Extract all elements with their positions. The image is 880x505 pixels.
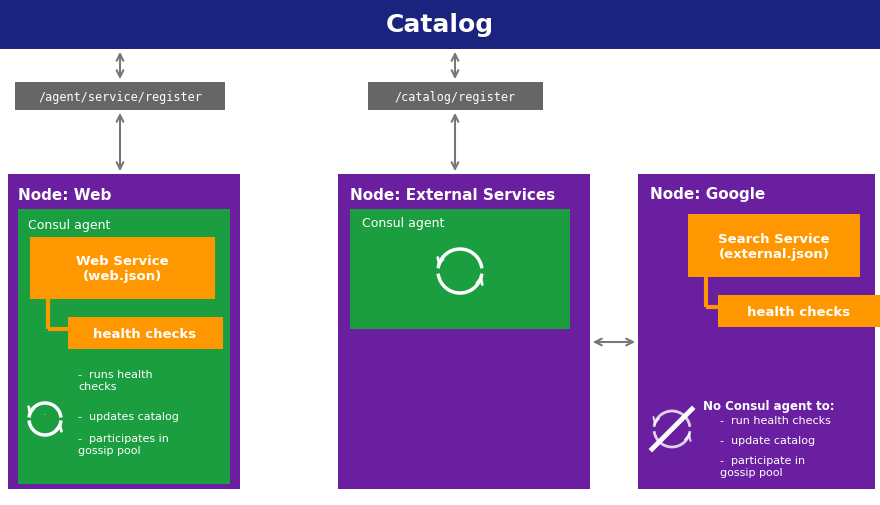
Text: Node: Web: Node: Web <box>18 187 112 202</box>
Bar <box>8 175 240 489</box>
Text: health checks: health checks <box>93 327 196 340</box>
Text: -  participate in
gossip pool: - participate in gossip pool <box>720 455 805 477</box>
Bar <box>338 175 590 489</box>
Bar <box>0 0 880 50</box>
Text: No Consul agent to:: No Consul agent to: <box>703 399 834 412</box>
Text: Catalog: Catalog <box>386 13 494 37</box>
Bar <box>688 215 860 277</box>
Bar <box>18 210 230 484</box>
Text: Consul agent: Consul agent <box>362 217 444 230</box>
Text: /agent/service/register: /agent/service/register <box>38 90 202 104</box>
Bar <box>30 237 215 299</box>
Text: Consul agent: Consul agent <box>28 218 110 231</box>
Text: -  runs health
checks: - runs health checks <box>78 369 152 391</box>
Text: -  updates catalog: - updates catalog <box>78 411 179 421</box>
Text: /catalog/register: /catalog/register <box>394 90 516 104</box>
Text: -  update catalog: - update catalog <box>720 435 815 445</box>
Text: Node: Google: Node: Google <box>650 187 766 202</box>
Bar <box>718 295 880 327</box>
Text: Node: External Services: Node: External Services <box>350 187 555 202</box>
Text: Search Service
(external.json): Search Service (external.json) <box>718 232 830 261</box>
Bar <box>368 83 543 111</box>
Bar <box>638 175 875 489</box>
Bar <box>68 317 223 349</box>
Text: -  run health checks: - run health checks <box>720 415 831 425</box>
Text: ↺↻: ↺↻ <box>44 414 46 415</box>
Text: Web Service
(web.json): Web Service (web.json) <box>76 255 168 282</box>
Text: health checks: health checks <box>747 305 851 318</box>
Text: -  participates in
gossip pool: - participates in gossip pool <box>78 433 169 456</box>
Bar <box>15 83 225 111</box>
Bar <box>350 210 570 329</box>
